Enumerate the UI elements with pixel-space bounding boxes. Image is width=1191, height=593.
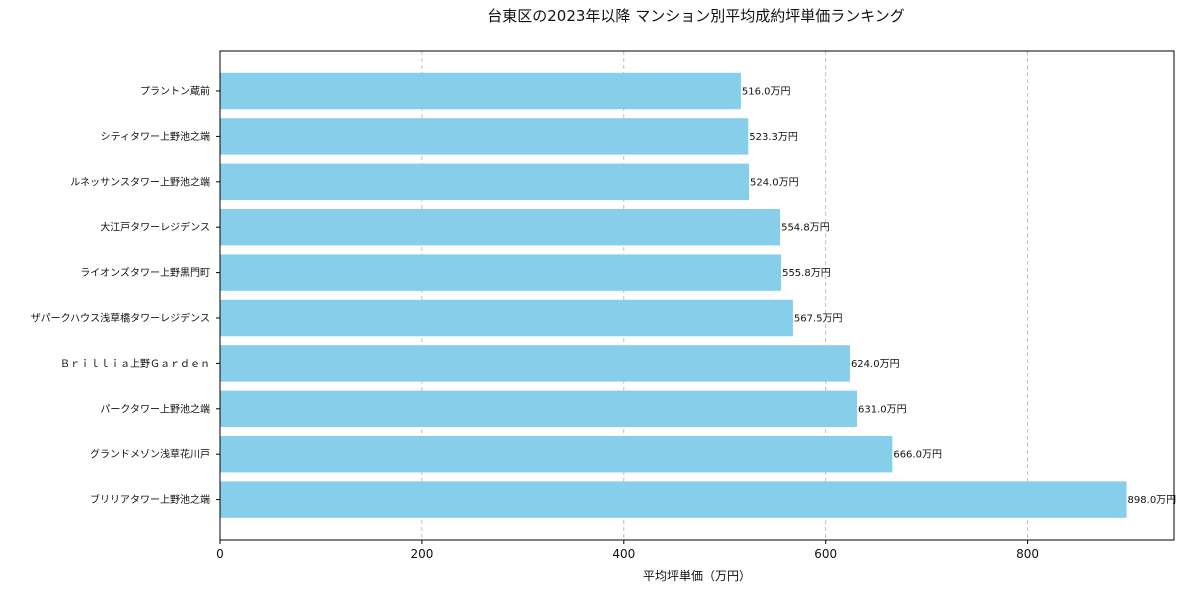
category-label: プラントン蔵前 — [140, 85, 210, 98]
data-label: 666.0万円 — [893, 450, 942, 461]
bar — [220, 345, 850, 382]
x-ticks: 0 200 400 600 800 — [216, 540, 1039, 561]
x-tick-label: 600 — [814, 547, 837, 561]
category-labels: プラントン蔵前シティタワー上野池之端ルネッサンスタワー上野池之端大江戸タワーレジ… — [31, 85, 220, 506]
bar — [220, 436, 893, 473]
x-tick-label: 200 — [410, 547, 433, 561]
category-label: パークタワー上野池之端 — [100, 402, 210, 415]
data-label: 523.3万円 — [749, 132, 798, 143]
category-label: ルネッサンスタワー上野池之端 — [70, 175, 210, 188]
bars — [220, 72, 1127, 518]
data-label: 554.8万円 — [781, 223, 830, 234]
bar — [220, 390, 858, 427]
bar — [220, 299, 793, 337]
data-label: 516.0万円 — [742, 87, 791, 98]
x-tick-label: 800 — [1016, 547, 1039, 561]
data-label: 624.0万円 — [851, 359, 900, 370]
data-label: 898.0万円 — [1128, 495, 1177, 506]
chart-title: 台東区の2023年以降 マンション別平均成約坪単価ランキング — [487, 7, 905, 25]
bar — [220, 72, 741, 110]
x-tick-label: 0 — [216, 547, 224, 561]
data-label: 567.5万円 — [794, 314, 843, 325]
x-axis-label: 平均坪単価（万円） — [643, 569, 751, 583]
data-label: 631.0万円 — [858, 404, 907, 415]
data-label: 555.8万円 — [782, 268, 831, 279]
category-label: Ｂｒｉｌｌｉａ上野Ｇａｒｄｅｎ — [60, 358, 210, 370]
bar — [220, 209, 781, 246]
plot-frame — [219, 50, 1175, 541]
x-tick-label: 400 — [612, 547, 635, 561]
data-labels: 516.0万円 523.3万円 524.0万円 554.8万円 555.8万円 567.5… — [742, 87, 1176, 507]
category-label: シティタワー上野池之端 — [101, 130, 210, 143]
category-label: グランドメゾン浅草花川戸 — [90, 448, 210, 461]
category-label: ブリリアタワー上野池之端 — [90, 493, 210, 506]
bar — [220, 118, 749, 155]
category-label: 大江戸タワーレジデンス — [100, 221, 210, 234]
category-label: ライオンズタワー上野黒門町 — [80, 266, 210, 279]
bar — [220, 481, 1127, 518]
bar — [220, 254, 782, 291]
data-label: 524.0万円 — [750, 177, 799, 188]
category-label: ザパークハウス浅草橋タワーレジデンス — [31, 312, 210, 325]
bar — [220, 163, 749, 200]
